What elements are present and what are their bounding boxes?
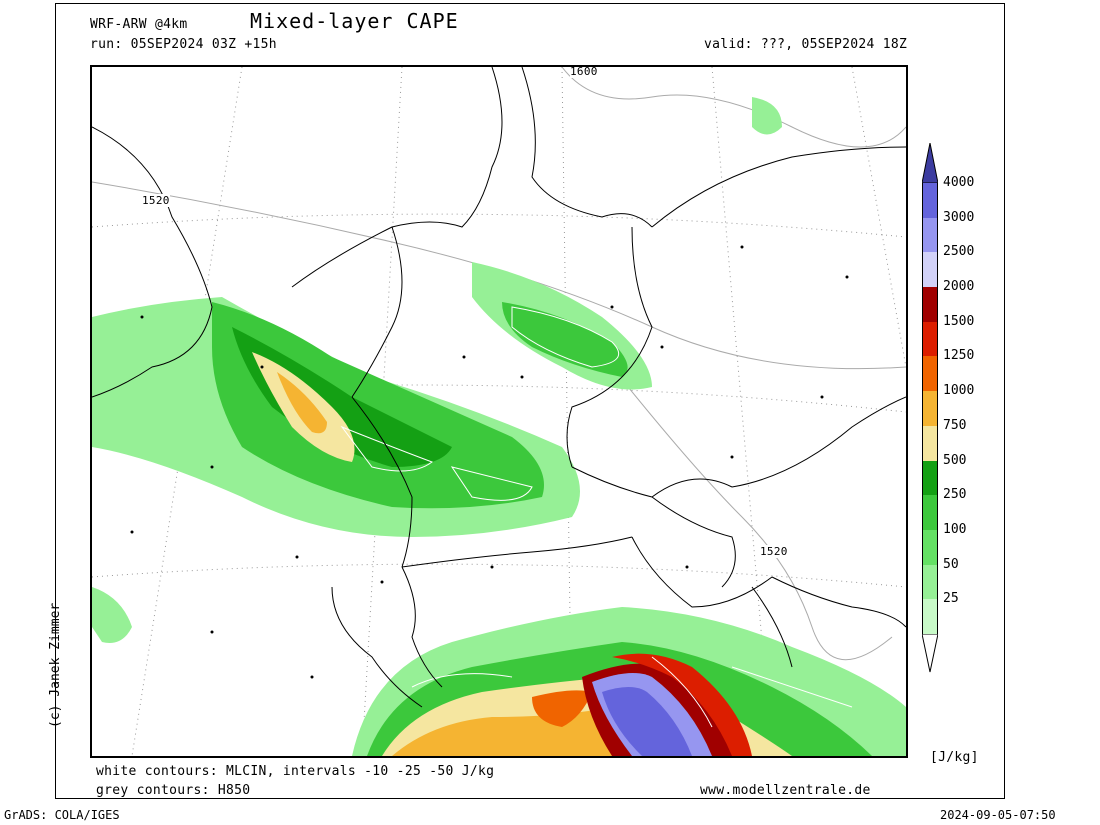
mlcin-contours bbox=[340, 306, 853, 728]
colorbar-swatch bbox=[922, 287, 938, 322]
colorbar-swatch bbox=[922, 252, 938, 288]
model-label: WRF-ARW @4km bbox=[90, 17, 188, 32]
colorbar-swatch bbox=[922, 599, 938, 634]
colorbar-tick-label: 100 bbox=[943, 521, 967, 537]
chart-title: Mixed-layer CAPE bbox=[250, 9, 459, 33]
contour-label-left: 1520 bbox=[142, 194, 170, 207]
colorbar-swatch bbox=[922, 495, 938, 530]
contour-label-top: 1600 bbox=[570, 65, 598, 78]
colorbar-swatch bbox=[922, 321, 938, 357]
valid-label: valid: ???, 05SEP2024 18Z bbox=[704, 37, 908, 52]
colorbar-tick-label: 1250 bbox=[943, 348, 975, 364]
colorbar-swatch bbox=[922, 356, 938, 392]
colorbar-tick-label: 750 bbox=[943, 417, 967, 433]
grads-label: GrADS: COLA/IGES bbox=[4, 808, 120, 822]
colorbar-tick-label: 250 bbox=[943, 487, 967, 503]
unit-label: [J/kg] bbox=[930, 750, 979, 765]
colorbar-top-arrow bbox=[922, 143, 938, 183]
colorbar-tick-label: 50 bbox=[943, 556, 959, 572]
credit-label: (c) Janek Zimmer bbox=[48, 602, 63, 728]
website-label: www.modellzentrale.de bbox=[700, 783, 871, 798]
white-contours-note: white contours: MLCIN, intervals -10 -25… bbox=[96, 764, 495, 779]
colorbar-tick-label: 2000 bbox=[943, 279, 975, 295]
colorbar-tick-label: 3000 bbox=[943, 209, 975, 225]
plot-frame bbox=[55, 3, 1005, 799]
colorbar-tick-label: 2500 bbox=[943, 244, 975, 260]
colorbar-swatch bbox=[922, 217, 938, 253]
colorbar-tick-label: 1000 bbox=[943, 383, 975, 399]
colorbar-tick-label: 25 bbox=[943, 591, 959, 607]
colorbar-swatch bbox=[922, 183, 938, 218]
colorbar-tick-label: 500 bbox=[943, 452, 967, 468]
timestamp-label: 2024-09-05-07:50 bbox=[940, 808, 1056, 822]
cape-field bbox=[92, 97, 906, 756]
colorbar-swatch bbox=[922, 425, 938, 461]
colorbar-swatch bbox=[922, 391, 938, 426]
city-markers bbox=[130, 245, 849, 679]
colorbar-swatch bbox=[922, 529, 938, 565]
colorbar-swatch bbox=[922, 564, 938, 600]
cape-map: 1600 1520 1520 bbox=[90, 65, 908, 758]
run-label: run: 05SEP2024 03Z +15h bbox=[90, 37, 277, 52]
map-canvas bbox=[92, 67, 906, 756]
colorbar-tick-label: 1500 bbox=[943, 313, 975, 329]
grey-contours-note: grey contours: H850 bbox=[96, 783, 251, 798]
contour-label-right: 1520 bbox=[760, 545, 788, 558]
colorbar-bottom-arrow bbox=[922, 634, 938, 673]
colorbar-tick-label: 4000 bbox=[943, 175, 975, 190]
colorbar-swatch bbox=[922, 460, 938, 496]
colorbar bbox=[922, 183, 938, 634]
borders bbox=[92, 67, 906, 708]
